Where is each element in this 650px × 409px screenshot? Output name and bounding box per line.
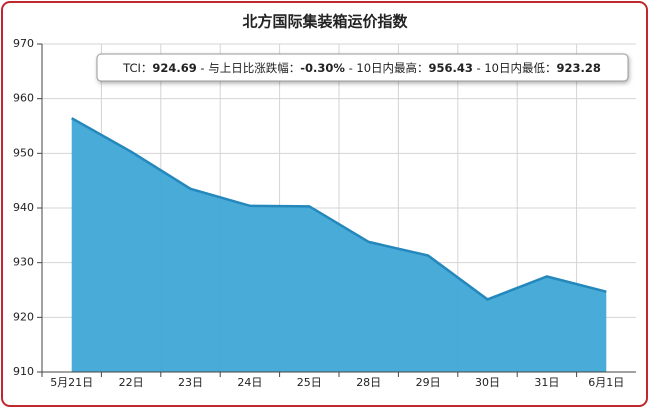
x-tick-label: 31日 <box>534 376 559 389</box>
y-tick-label: 920 <box>13 310 34 323</box>
annotation-text: TCI：924.69 - 与上日比涨跌幅：-0.30% - 10日内最高：956… <box>122 61 601 75</box>
annotation-box <box>96 53 629 82</box>
annotation-label: - 10日内最高： <box>345 61 429 75</box>
y-tick-label: 960 <box>13 92 34 105</box>
y-tick-label: 970 <box>13 37 34 50</box>
y-tick-label: 910 <box>13 365 34 378</box>
annotation-value: -0.30% <box>300 61 345 75</box>
annotation-label: - 10日内最低： <box>473 61 557 75</box>
annotation-label: - 与上日比涨跌幅： <box>197 61 300 75</box>
y-tick-label: 940 <box>13 201 34 214</box>
x-tick-label: 23日 <box>178 376 203 389</box>
x-tick-label: 24日 <box>237 376 262 389</box>
annotation: TCI：924.69 - 与上日比涨跌幅：-0.30% - 10日内最高：956… <box>96 53 629 82</box>
annotation-label: TCI： <box>122 61 152 75</box>
plot <box>71 117 607 372</box>
axes: 910 920 930 940 950 960 970 5月21日 22日 23日 24日 25日 28… <box>13 37 636 389</box>
y-tick-label: 930 <box>13 256 34 269</box>
x-tick-label: 25日 <box>297 376 322 389</box>
area <box>71 118 607 372</box>
area-line <box>71 117 607 301</box>
annotation-value: 924.69 <box>152 61 196 75</box>
x-tick-label: 28日 <box>356 376 381 389</box>
annotation-value: 923.28 <box>557 61 601 75</box>
x-tick-label: 6月1日 <box>588 376 624 389</box>
x-tick-label: 5月21日 <box>50 376 93 389</box>
x-tick-label: 29日 <box>416 376 441 389</box>
x-tick-label: 30日 <box>475 376 500 389</box>
annotation-value: 956.43 <box>429 61 473 75</box>
chart-title: 北方国际集装箱运价指数 <box>242 13 408 31</box>
x-tick-label: 22日 <box>119 376 144 389</box>
y-tick-label: 950 <box>13 146 34 159</box>
